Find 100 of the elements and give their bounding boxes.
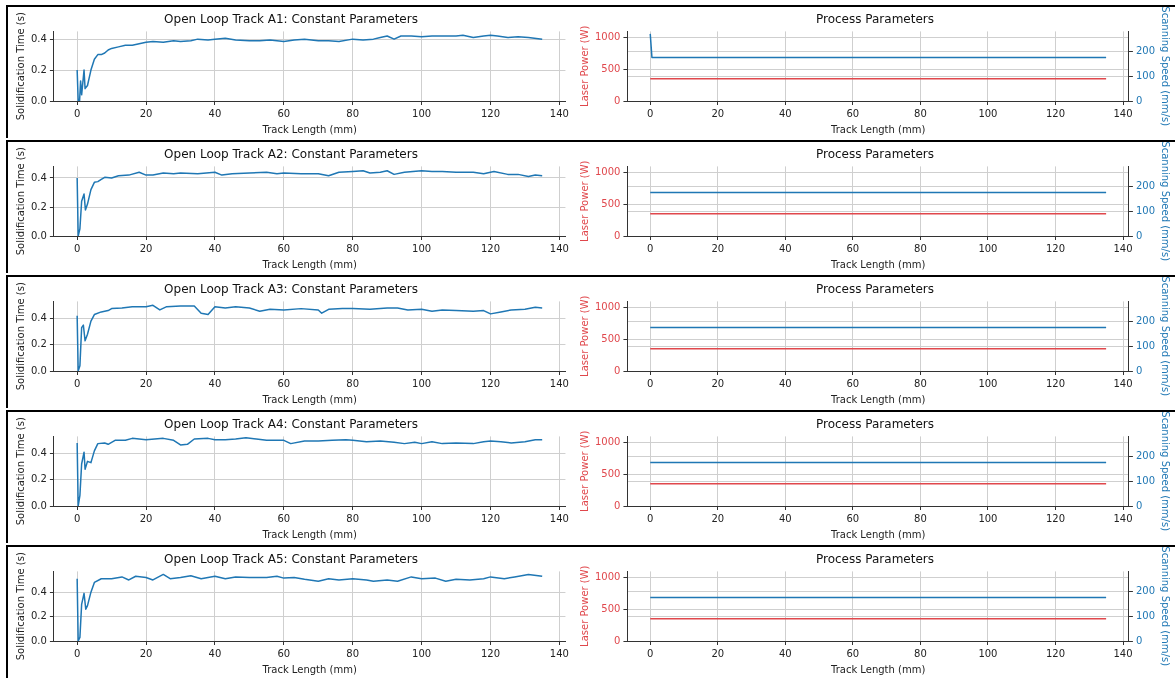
- x-axis-title: Track Length (mm): [830, 123, 926, 135]
- x-tick-label: 60: [846, 647, 860, 659]
- x-tick-label: 80: [346, 377, 360, 389]
- x-tick-label: 80: [346, 647, 360, 659]
- x-tick-label: 20: [139, 242, 153, 254]
- y2-tick-label: 0: [1135, 229, 1143, 241]
- y-axis-title: Solidification Time (s): [14, 552, 26, 661]
- x-tick-label: 120: [1045, 107, 1066, 119]
- chart-title: Open Loop Track A2: Constant Parameters: [164, 147, 418, 162]
- x-tick-label: 0: [647, 242, 654, 254]
- x-tick-label: 80: [346, 107, 360, 119]
- y-tick-label: 0.0: [31, 229, 47, 241]
- x-tick-label: 140: [549, 512, 569, 524]
- x-axis-title: Track Length (mm): [830, 258, 926, 270]
- y2-tick-label: 100: [1135, 609, 1156, 621]
- y-tick-label: 0.2: [31, 338, 47, 350]
- chart-title: Open Loop Track A4: Constant Parameters: [164, 417, 418, 432]
- y2-axis-title: Scanning Speed (mm/s): [1160, 411, 1172, 532]
- x-tick-label: 0: [73, 107, 81, 119]
- y-tick-label: 500: [601, 602, 621, 614]
- x-tick-label: 120: [1045, 377, 1066, 389]
- x-tick-label: 0: [647, 377, 654, 389]
- y-tick-label: 0: [614, 499, 621, 511]
- x-tick-label: 140: [1113, 107, 1133, 119]
- x-tick-label: 40: [208, 242, 222, 254]
- y-axis-title: Laser Power (W): [578, 565, 590, 647]
- x-tick-label: 60: [277, 512, 291, 524]
- x-tick-label: 100: [412, 512, 432, 524]
- y-tick-label: 0.2: [31, 200, 47, 212]
- x-tick-label: 60: [846, 107, 860, 119]
- y-tick-label: 0.4: [31, 171, 47, 183]
- chart-title: Open Loop Track A1: Constant Parameters: [164, 12, 418, 27]
- y-tick-label: 0.2: [31, 610, 47, 622]
- y-axis-title: Solidification Time (s): [14, 12, 26, 121]
- x-tick-label: 120: [1045, 512, 1066, 524]
- y-tick-label: 0: [614, 364, 621, 376]
- x-tick-label: 40: [778, 107, 792, 119]
- x-tick-label: 60: [846, 512, 860, 524]
- x-tick-label: 0: [73, 512, 81, 524]
- y-tick-label: 1000: [595, 301, 621, 313]
- y2-axis-title: Scanning Speed (mm/s): [1160, 6, 1172, 127]
- x-tick-label: 140: [549, 377, 569, 389]
- x-tick-label: 0: [647, 512, 654, 524]
- y-tick-label: 0: [614, 634, 621, 646]
- x-tick-label: 140: [549, 242, 569, 254]
- x-tick-label: 80: [346, 512, 360, 524]
- x-axis-title: Track Length (mm): [830, 528, 926, 540]
- x-tick-label: 0: [647, 107, 654, 119]
- x-axis-title: Track Length (mm): [261, 663, 357, 675]
- y2-axis-title: Scanning Speed (mm/s): [1160, 546, 1172, 667]
- y-tick-label: 500: [601, 62, 621, 74]
- x-tick-label: 40: [208, 107, 222, 119]
- chart-title: Process Parameters: [815, 12, 935, 27]
- chart-title: Process Parameters: [815, 552, 935, 567]
- y-axis-title: Solidification Time (s): [14, 147, 26, 256]
- y-tick-label: 500: [601, 197, 621, 209]
- x-tick-label: 120: [480, 107, 501, 119]
- x-tick-label: 100: [412, 647, 432, 659]
- y-tick-label: 0: [614, 94, 621, 106]
- y-tick-label: 0.4: [31, 585, 47, 597]
- y-tick-label: 500: [601, 332, 621, 344]
- y-axis-title: Laser Power (W): [578, 295, 590, 377]
- x-tick-label: 20: [139, 647, 153, 659]
- y-axis-title: Laser Power (W): [578, 25, 590, 107]
- x-tick-label: 100: [978, 242, 998, 254]
- y-tick-label: 0.4: [31, 447, 47, 459]
- x-tick-label: 60: [846, 242, 860, 254]
- x-tick-label: 20: [711, 107, 725, 119]
- y-tick-label: 0.4: [31, 32, 47, 44]
- y2-tick-label: 200: [1135, 179, 1156, 191]
- y-tick-label: 0.2: [31, 63, 47, 75]
- x-axis-title: Track Length (mm): [261, 123, 357, 135]
- x-tick-label: 60: [277, 107, 291, 119]
- chart-title: Process Parameters: [815, 147, 935, 162]
- x-tick-label: 100: [978, 107, 998, 119]
- x-axis-title: Track Length (mm): [261, 393, 357, 405]
- x-tick-label: 140: [1113, 647, 1133, 659]
- x-tick-label: 80: [914, 512, 927, 524]
- x-tick-label: 120: [480, 242, 501, 254]
- x-tick-label: 120: [480, 377, 501, 389]
- y-tick-label: 0.4: [31, 312, 47, 324]
- x-axis-title: Track Length (mm): [261, 528, 357, 540]
- y-axis-title: Solidification Time (s): [14, 282, 26, 391]
- x-tick-label: 140: [549, 647, 569, 659]
- x-tick-label: 140: [1113, 377, 1133, 389]
- x-tick-label: 20: [711, 242, 725, 254]
- x-tick-label: 20: [139, 107, 153, 119]
- x-tick-label: 120: [480, 647, 501, 659]
- x-tick-label: 120: [1045, 647, 1066, 659]
- x-tick-label: 40: [208, 377, 222, 389]
- y-tick-label: 1000: [595, 166, 621, 178]
- chart-title: Open Loop Track A3: Constant Parameters: [164, 282, 418, 297]
- x-tick-label: 0: [73, 242, 81, 254]
- x-tick-label: 140: [1113, 512, 1133, 524]
- y2-tick-label: 0: [1135, 499, 1143, 511]
- x-tick-label: 0: [647, 647, 654, 659]
- x-tick-label: 0: [73, 647, 81, 659]
- x-tick-label: 80: [914, 107, 927, 119]
- x-tick-label: 40: [778, 377, 792, 389]
- x-tick-label: 20: [139, 377, 153, 389]
